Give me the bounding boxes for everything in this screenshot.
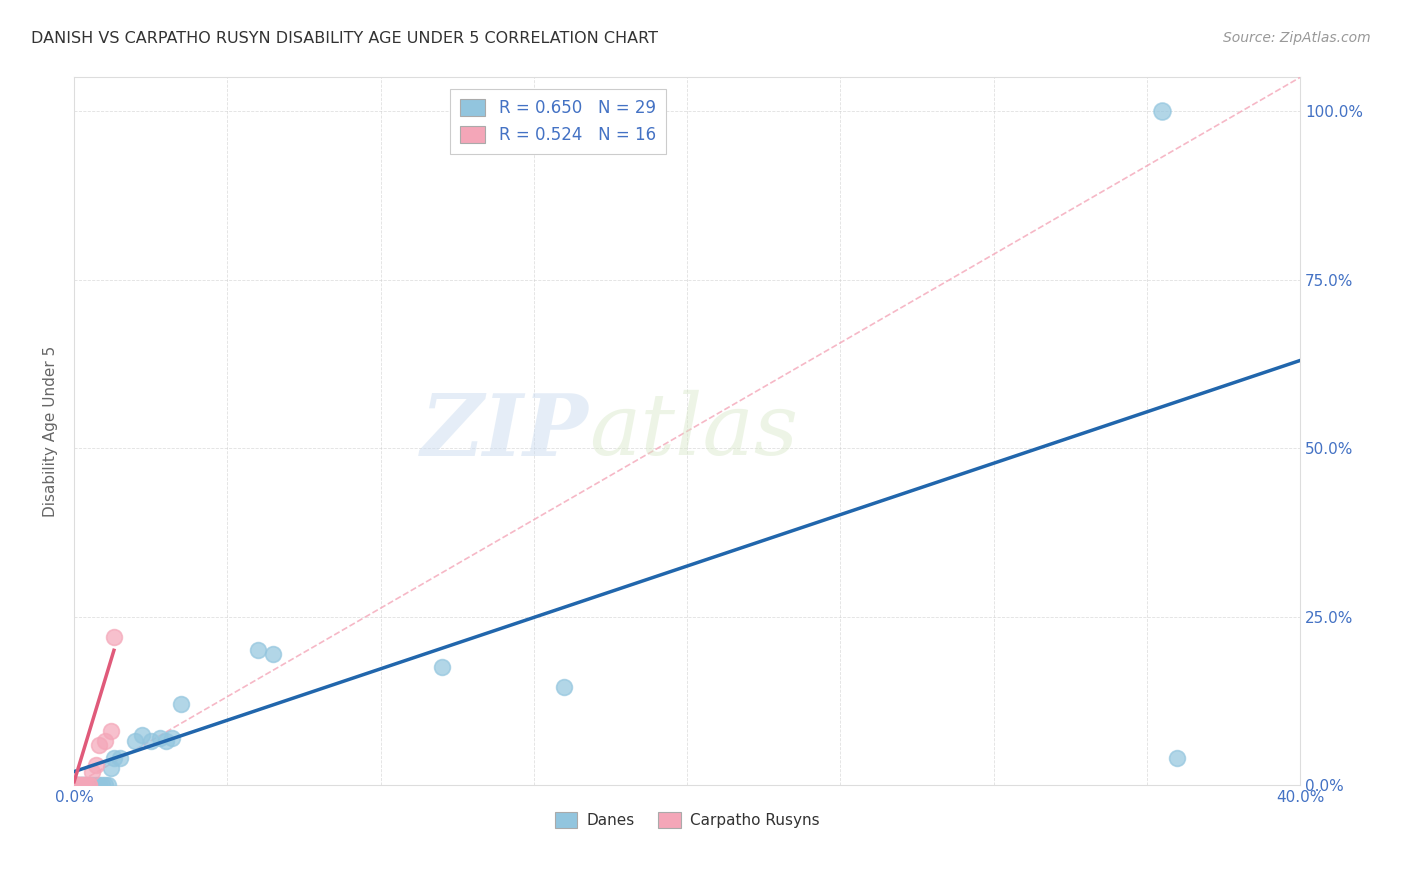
Point xyxy=(149,731,172,745)
Point xyxy=(75,778,97,792)
Point xyxy=(69,778,91,792)
Point xyxy=(87,778,110,792)
Point xyxy=(72,778,94,792)
Point xyxy=(72,778,94,792)
Point xyxy=(1152,104,1174,119)
Point xyxy=(553,681,575,695)
Point xyxy=(262,647,284,661)
Point xyxy=(100,724,122,739)
Point xyxy=(79,778,101,792)
Point xyxy=(69,778,91,792)
Point xyxy=(72,778,94,792)
Point xyxy=(66,778,89,792)
Point xyxy=(66,778,89,792)
Point xyxy=(97,778,120,792)
Point xyxy=(66,778,89,792)
Point xyxy=(82,764,104,779)
Y-axis label: Disability Age Under 5: Disability Age Under 5 xyxy=(44,345,58,516)
Point xyxy=(72,778,94,792)
Point xyxy=(139,734,162,748)
Point xyxy=(66,778,89,792)
Point xyxy=(246,643,269,657)
Point xyxy=(69,778,91,792)
Point xyxy=(170,697,193,711)
Point xyxy=(1166,751,1188,765)
Text: ZIP: ZIP xyxy=(422,390,589,473)
Point xyxy=(100,761,122,775)
Text: DANISH VS CARPATHO RUSYN DISABILITY AGE UNDER 5 CORRELATION CHART: DANISH VS CARPATHO RUSYN DISABILITY AGE … xyxy=(31,31,658,46)
Point xyxy=(155,734,177,748)
Point xyxy=(160,731,183,745)
Point xyxy=(93,734,115,748)
Point xyxy=(430,660,453,674)
Point xyxy=(108,751,131,765)
Point xyxy=(66,778,89,792)
Point xyxy=(82,778,104,792)
Point xyxy=(79,778,101,792)
Point xyxy=(103,751,125,765)
Point xyxy=(90,778,112,792)
Point xyxy=(75,778,97,792)
Point xyxy=(84,757,107,772)
Point xyxy=(87,738,110,752)
Point xyxy=(79,778,101,792)
Text: atlas: atlas xyxy=(589,390,799,473)
Point xyxy=(103,630,125,644)
Legend: Danes, Carpatho Rusyns: Danes, Carpatho Rusyns xyxy=(548,805,825,834)
Point xyxy=(124,734,146,748)
Point xyxy=(69,778,91,792)
Point xyxy=(131,727,153,741)
Point xyxy=(84,778,107,792)
Text: Source: ZipAtlas.com: Source: ZipAtlas.com xyxy=(1223,31,1371,45)
Point xyxy=(93,778,115,792)
